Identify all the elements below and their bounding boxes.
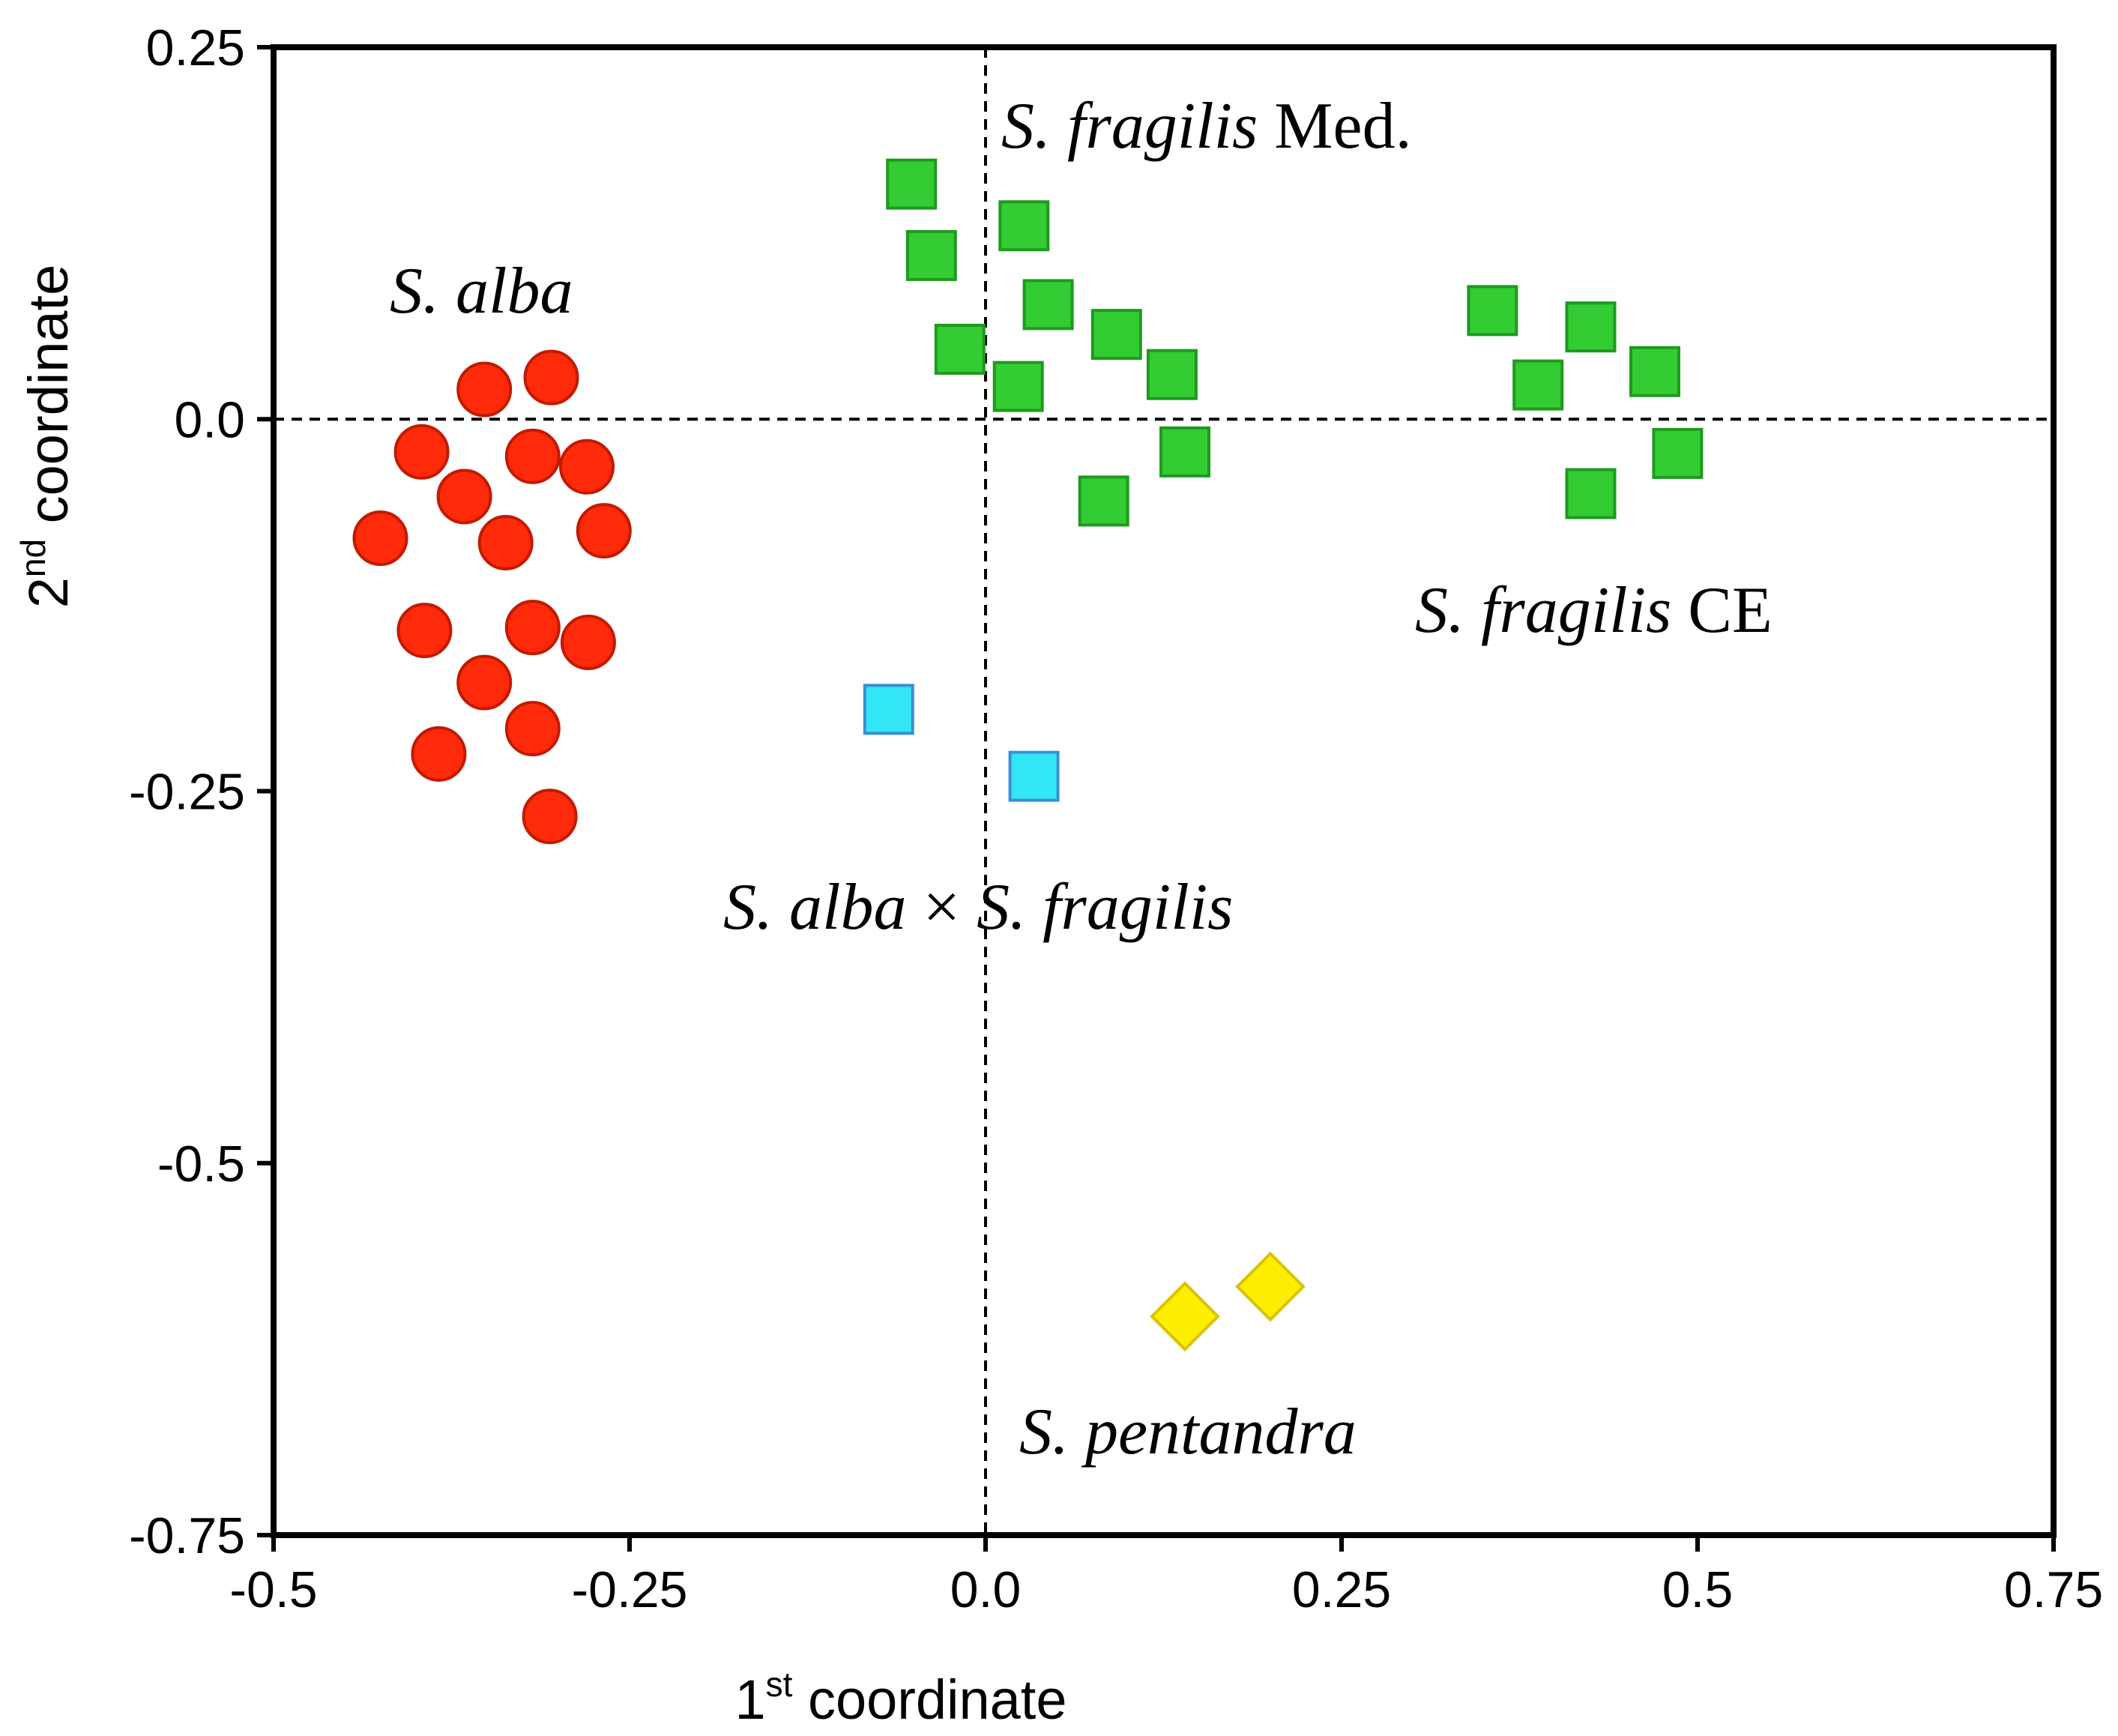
point-s-alba — [523, 349, 579, 406]
y-tick-label: -0.25 — [129, 764, 245, 821]
point-s-alba — [504, 600, 561, 656]
reference-lines — [274, 47, 2054, 1535]
data-points — [352, 158, 1704, 1352]
point-s-alba — [576, 503, 632, 559]
point-s-alba — [396, 603, 453, 659]
x-tick-label: 0.25 — [1292, 1561, 1391, 1618]
label-s-fragilis-ce: S. fragilis CE — [1415, 574, 1772, 647]
x-tick-label: 0.75 — [2004, 1561, 2103, 1618]
point-s-alba — [411, 726, 467, 782]
x-tick-label: 0.0 — [950, 1561, 1022, 1618]
point-s-fragilis-med — [998, 200, 1050, 252]
point-s-pentandra — [1235, 1251, 1306, 1322]
point-s-fragilis-ce — [1629, 346, 1680, 397]
y-axis: 0.25 0.0 -0.25 -0.5 -0.75 — [129, 19, 274, 1564]
point-s-fragilis-med — [1159, 426, 1210, 477]
point-s-pentandra — [1150, 1281, 1220, 1352]
point-s-fragilis-med — [905, 229, 957, 281]
x-tick-label: -0.25 — [572, 1561, 688, 1618]
point-s-fragilis-med — [1022, 279, 1074, 331]
x-axis: -0.5 -0.25 0.0 0.25 0.5 0.75 — [229, 1535, 2103, 1618]
y-tick-label: -0.75 — [129, 1507, 245, 1564]
point-s-fragilis-ce — [1652, 427, 1704, 479]
label-s-alba: S. alba — [390, 255, 573, 328]
point-s-alba — [559, 438, 615, 495]
x-axis-title: 1st coordinate — [734, 1665, 1066, 1731]
point-s-fragilis-med — [886, 158, 938, 210]
point-s-fragilis-ce — [1467, 285, 1518, 337]
point-s-fragilis-med — [1078, 475, 1129, 527]
point-s-alba — [393, 424, 450, 480]
point-s-alba — [560, 615, 616, 670]
point-s-alba — [436, 468, 492, 525]
point-s-alba — [522, 789, 578, 845]
label-s-alba-x-s-fragilis: S. alba × S. fragilis — [723, 871, 1233, 944]
point-s-fragilis-ce — [1512, 359, 1564, 411]
point-s-alba-x-s-fragilis — [1008, 750, 1060, 802]
y-axis-title: 2nd coordinate — [13, 265, 79, 608]
point-s-fragilis-ce — [1565, 468, 1617, 519]
point-s-fragilis-med — [992, 361, 1044, 412]
point-s-alba — [504, 701, 561, 757]
y-tick-label: -0.5 — [157, 1136, 245, 1193]
x-tick-label: -0.5 — [229, 1561, 317, 1618]
y-tick-label: 0.25 — [146, 19, 245, 76]
point-s-alba — [456, 654, 513, 711]
point-s-fragilis-med — [934, 323, 986, 375]
point-s-alba — [352, 510, 408, 567]
point-s-alba — [477, 515, 534, 571]
point-s-alba — [456, 361, 513, 418]
point-s-alba — [504, 428, 561, 484]
point-s-alba-x-s-fragilis — [863, 684, 914, 735]
label-s-fragilis-med: S. fragilis Med. — [1001, 90, 1412, 163]
x-tick-label: 0.5 — [1662, 1561, 1734, 1618]
label-s-pentandra: S. pentandra — [1019, 1396, 1357, 1468]
point-s-fragilis-med — [1146, 349, 1198, 400]
point-s-fragilis-med — [1090, 309, 1142, 361]
point-s-fragilis-ce — [1565, 301, 1617, 353]
y-tick-label: 0.0 — [174, 391, 245, 448]
